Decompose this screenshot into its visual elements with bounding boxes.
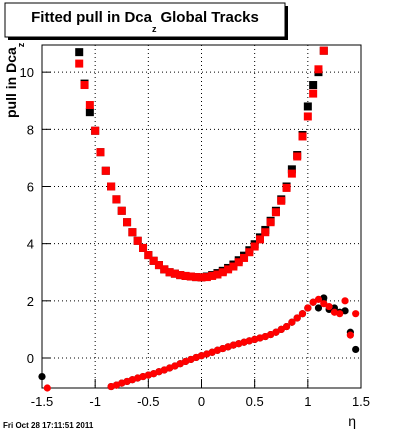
y-label-subscript: z — [16, 42, 26, 47]
square-marker — [266, 218, 275, 227]
chart-title: Fitted pull in DcazGlobal Tracks — [31, 9, 259, 34]
y-tick-label: 10 — [20, 65, 34, 80]
square-marker — [240, 253, 249, 262]
square-marker — [314, 65, 323, 74]
circle-marker — [304, 304, 312, 312]
square-marker — [117, 206, 126, 215]
circle-marker — [314, 304, 323, 312]
title-end: Global Tracks — [160, 9, 258, 26]
square-marker — [154, 261, 163, 270]
square-marker — [287, 165, 296, 174]
x-tick-label: 0.5 — [246, 394, 264, 409]
square-marker — [287, 169, 296, 178]
square-marker — [165, 268, 174, 277]
x-tick-label: 0 — [198, 394, 205, 409]
circle-marker — [341, 307, 349, 315]
square-marker — [128, 228, 137, 237]
square-marker — [234, 258, 243, 267]
title-subscript: z — [152, 24, 157, 34]
square-marker — [309, 89, 318, 98]
square-marker — [139, 243, 148, 252]
footer: Fri Oct 28 17:11:51 2011 — [3, 421, 94, 430]
circle-marker — [320, 300, 328, 308]
y-tick-label: 4 — [27, 237, 34, 252]
square-marker — [202, 273, 211, 282]
square-marker — [123, 218, 132, 227]
circle-marker — [288, 318, 296, 326]
square-marker — [250, 242, 259, 251]
square-marker — [96, 148, 105, 157]
square-marker — [75, 59, 84, 68]
square-marker — [144, 251, 153, 260]
y-tick-label: 0 — [27, 351, 34, 366]
y-tick-label: 6 — [27, 179, 34, 194]
square-marker — [192, 273, 201, 282]
square-marker — [298, 132, 307, 141]
square-marker — [112, 195, 121, 204]
square-marker — [170, 269, 179, 278]
title-box — [4, 2, 286, 38]
square-marker — [271, 208, 280, 217]
square-marker — [160, 265, 169, 274]
square-marker — [75, 48, 84, 57]
square-marker — [80, 81, 89, 90]
y-tick-label: 8 — [27, 122, 34, 137]
square-marker — [85, 108, 94, 117]
square-marker — [186, 272, 195, 281]
square-marker — [213, 270, 222, 279]
square-marker — [149, 256, 158, 265]
circle-marker — [346, 331, 354, 339]
circle-marker — [352, 345, 360, 354]
square-marker — [277, 196, 286, 205]
square-marker — [261, 228, 270, 237]
square-marker — [101, 166, 110, 175]
circle-marker — [272, 328, 280, 336]
circle-marker — [277, 325, 285, 334]
square-marker — [293, 152, 302, 161]
square-marker — [309, 81, 318, 90]
square-marker — [255, 235, 264, 244]
title-main: Fitted pull in Dca — [31, 9, 152, 26]
square-marker — [319, 46, 328, 55]
square-marker — [303, 102, 312, 111]
square-marker — [181, 271, 190, 280]
circle-marker — [341, 297, 349, 305]
square-marker — [107, 182, 116, 191]
y-tick-label: 2 — [27, 294, 34, 309]
circle-marker — [325, 302, 333, 311]
square-marker — [85, 101, 94, 110]
y-label-main: pull in Dca — [3, 47, 19, 118]
square-marker — [224, 265, 233, 274]
square-marker — [176, 271, 185, 280]
circle-marker — [336, 310, 344, 318]
circle-marker — [298, 310, 307, 318]
square-marker — [133, 236, 142, 245]
circle-marker — [38, 372, 46, 381]
x-tick-label: -0.5 — [137, 394, 159, 409]
square-marker — [303, 112, 312, 121]
x-tick-label: 1.5 — [352, 394, 370, 409]
circle-marker — [293, 314, 301, 322]
square-marker — [91, 126, 100, 135]
square-marker — [218, 268, 227, 277]
x-tick-label: 1 — [304, 394, 311, 409]
x-tick-label: -1 — [89, 394, 101, 409]
circle-marker — [352, 310, 360, 318]
x-tick-label: -1.5 — [31, 394, 53, 409]
circle-marker — [309, 298, 317, 306]
square-marker — [229, 262, 238, 271]
square-marker — [282, 183, 291, 192]
circle-marker — [43, 384, 51, 392]
square-marker — [245, 248, 254, 257]
x-axis-label: η — [348, 413, 356, 429]
y-axis-label: pull in Dcaz — [3, 42, 26, 118]
square-marker — [208, 271, 217, 280]
square-marker — [197, 273, 206, 282]
circle-marker — [282, 322, 291, 331]
circle-marker — [314, 295, 323, 303]
